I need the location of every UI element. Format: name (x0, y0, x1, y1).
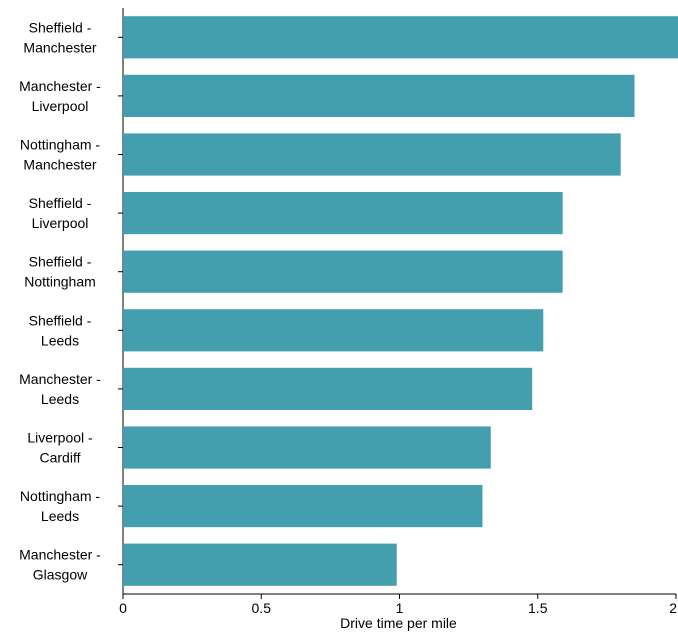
bar (123, 16, 678, 59)
bar (123, 250, 563, 293)
category-label: Sheffield -Manchester (23, 19, 96, 55)
category-label: Manchester -Leeds (19, 371, 101, 407)
bar (123, 543, 397, 586)
bars-group (123, 16, 678, 586)
x-tick-label: 2 (669, 600, 677, 616)
bar (123, 426, 491, 469)
category-label: Sheffield -Leeds (29, 312, 92, 348)
bar (123, 133, 621, 176)
category-label: Sheffield -Nottingham (24, 254, 96, 290)
x-tick-label: 0.5 (252, 600, 272, 616)
x-axis-title: Drive time per mile (340, 615, 457, 631)
category-label: Manchester -Glasgow (19, 547, 101, 583)
bar (123, 367, 533, 410)
category-label: Liverpool -Cardiff (27, 430, 93, 466)
x-tick-label: 1.5 (528, 600, 548, 616)
bar (123, 192, 563, 235)
x-tick-label: 0 (119, 600, 127, 616)
bar (123, 485, 483, 528)
value-axis: 0 0.5 1 1.5 2 (119, 593, 677, 616)
category-label: Manchester -Liverpool (19, 78, 101, 114)
bar (123, 309, 544, 352)
x-tick-label: 1 (396, 600, 404, 616)
category-label: Nottingham -Leeds (20, 488, 100, 524)
category-axis: Sheffield -Manchester Manchester -Liverpo… (19, 8, 124, 594)
category-label: Sheffield -Liverpool (29, 195, 92, 231)
bar (123, 74, 635, 117)
category-label: Nottingham -Manchester (20, 137, 100, 173)
